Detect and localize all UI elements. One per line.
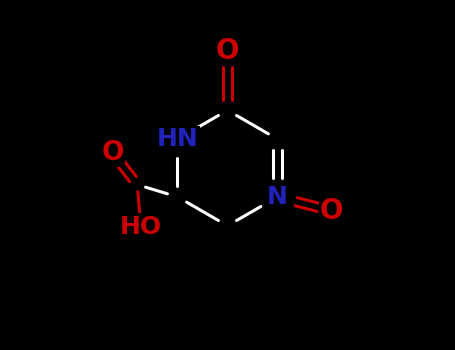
Text: HN: HN <box>157 127 198 151</box>
Text: O: O <box>216 37 239 65</box>
Text: O: O <box>320 197 344 225</box>
Text: O: O <box>101 140 124 166</box>
Text: HO: HO <box>120 215 162 239</box>
Text: N: N <box>267 185 288 209</box>
